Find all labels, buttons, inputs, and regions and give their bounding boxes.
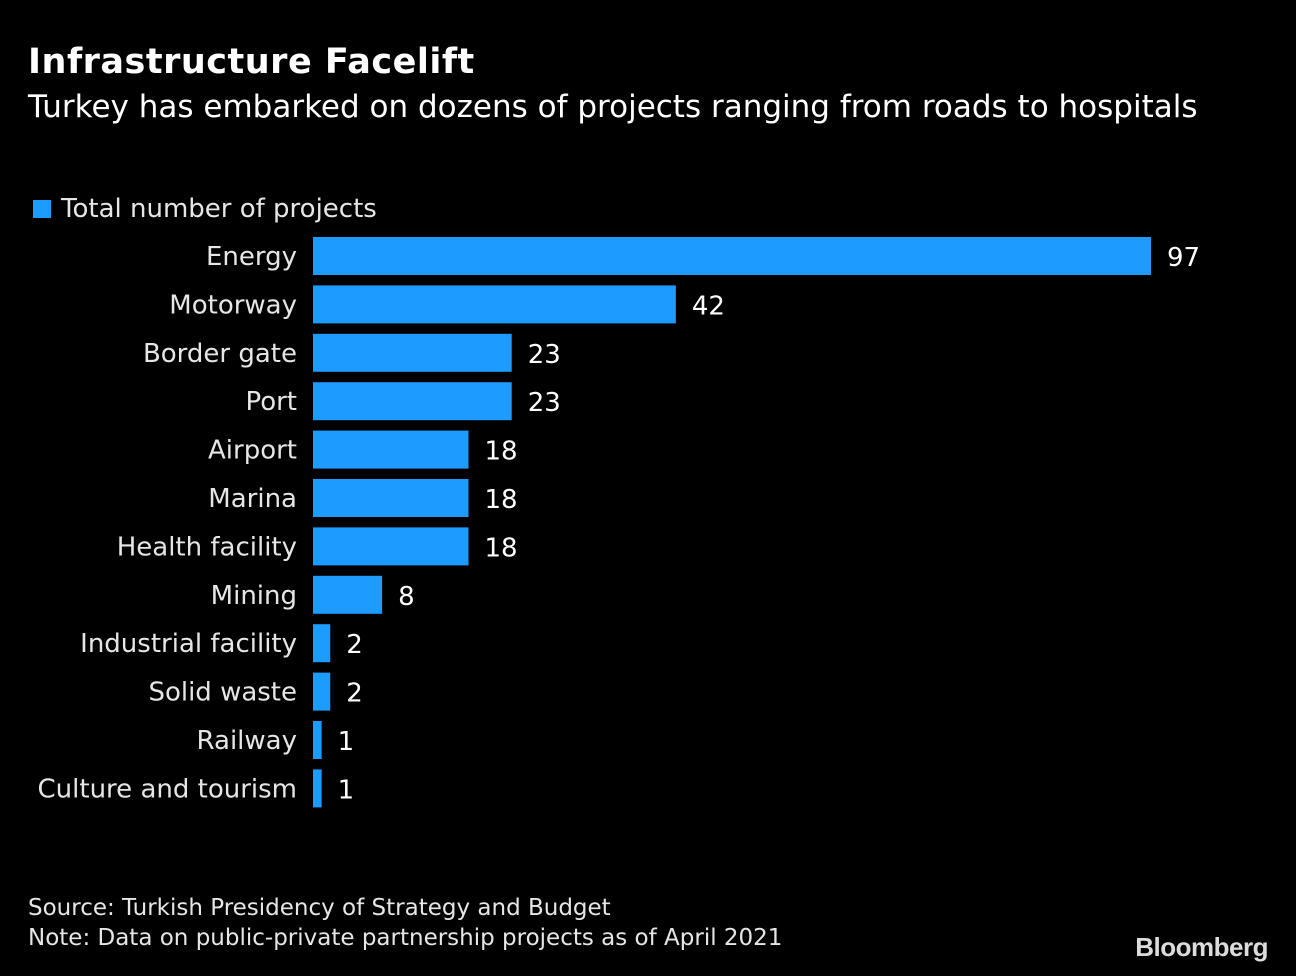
value-label: 23 (528, 388, 561, 418)
value-label: 8 (398, 582, 415, 612)
category-label: Culture and tourism (38, 774, 297, 804)
value-label: 18 (485, 485, 518, 515)
value-label: 18 (485, 533, 518, 563)
bloomberg-logo: Bloomberg (1135, 932, 1268, 962)
chart-subtitle: Turkey has embarked on dozens of project… (28, 89, 1198, 125)
category-label: Airport (208, 436, 297, 466)
bar-motorway (313, 285, 676, 324)
value-label: 1 (338, 775, 355, 805)
category-label: Mining (211, 581, 297, 611)
bar-culture-and-tourism (313, 769, 322, 808)
value-label: 2 (346, 679, 363, 709)
bar-marina (313, 479, 469, 517)
bar-port (313, 382, 512, 421)
category-label: Motorway (169, 290, 297, 320)
source-text: Source: Turkish Presidency of Strategy a… (28, 895, 611, 921)
note-text: Note: Data on public-private partnership… (28, 925, 783, 951)
footer-notes: Source: Turkish Presidency of Strategy a… (28, 893, 782, 953)
category-label: Port (245, 387, 297, 417)
bar-airport (313, 430, 469, 469)
value-label: 42 (692, 291, 725, 321)
bar-mining (313, 575, 383, 614)
category-label: Solid waste (148, 678, 297, 708)
legend-label: Total number of projects (61, 194, 377, 224)
bar-energy (313, 237, 1151, 275)
category-label: Railway (197, 726, 297, 756)
value-label: 97 (1167, 243, 1200, 273)
category-label: Industrial facility (80, 629, 297, 659)
bar-railway (313, 721, 322, 759)
bar-solid-waste (313, 672, 331, 711)
legend: Total number of projects (33, 194, 377, 224)
category-label: Energy (206, 242, 297, 272)
bar-border-gate (313, 333, 512, 372)
category-label: Health facility (117, 532, 297, 562)
chart-title: Infrastructure Facelift (28, 42, 475, 82)
value-label: 23 (528, 340, 561, 370)
value-label: 2 (346, 630, 363, 660)
value-label: 18 (485, 437, 518, 467)
category-label: Marina (208, 484, 297, 514)
category-label: Border gate (143, 339, 297, 369)
legend-swatch (33, 200, 51, 218)
bar-industrial-facility (313, 624, 331, 663)
value-label: 1 (338, 727, 355, 757)
bar-health-facility (313, 527, 469, 566)
